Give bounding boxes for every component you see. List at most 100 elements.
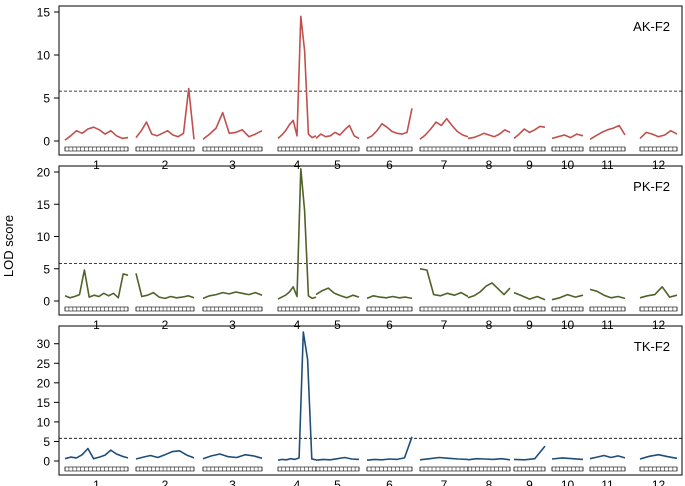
chromosome-label: 6	[386, 478, 393, 486]
y-tick-label: 30	[37, 337, 51, 351]
chromosome-label: 2	[162, 318, 169, 332]
lod-curve-chr-12	[639, 285, 678, 299]
marker-rug	[467, 306, 511, 312]
lod-curve-chr-12	[639, 453, 678, 460]
lod-curve-chr-5	[315, 287, 360, 299]
y-tick-label: 25	[37, 357, 51, 371]
lod-curve-chr-5	[315, 124, 360, 140]
chromosome-label: 7	[441, 158, 448, 172]
marker-rug	[135, 466, 195, 472]
marker-rug	[202, 306, 263, 312]
chromosome-label: 11	[601, 318, 614, 332]
panel-label: AK-F2	[633, 19, 670, 34]
chromosome-label: 5	[334, 478, 341, 486]
marker-rug	[135, 306, 195, 312]
y-tick-label: 20	[37, 166, 51, 180]
chromosome-label: 1	[93, 158, 100, 172]
marker-rug	[315, 146, 360, 152]
y-tick-label: 0	[43, 455, 50, 469]
lod-curve-chr-9	[513, 291, 546, 301]
panel-label: PK-F2	[633, 179, 670, 194]
marker-rug	[366, 306, 413, 312]
marker-rug	[589, 306, 626, 312]
marker-rug	[202, 146, 263, 152]
chromosome-label: 4	[294, 478, 301, 486]
chromosome-label: 1	[93, 318, 100, 332]
lod-curve-chr-2	[135, 273, 195, 300]
panel-frame	[58, 5, 683, 156]
lod-curve-chr-2	[135, 449, 195, 460]
panel-frame	[58, 325, 683, 476]
chromosome-label: 3	[229, 478, 236, 486]
chromosome-label: 10	[561, 158, 575, 172]
lod-curve-chr-10	[551, 133, 584, 140]
y-tick-label: 20	[37, 376, 51, 390]
chromosome-label: 10	[561, 478, 575, 486]
marker-rug	[589, 466, 626, 472]
y-tick-label: 0	[43, 295, 50, 309]
chromosome-label: 6	[386, 318, 393, 332]
chromosome-label: 9	[526, 478, 533, 486]
chromosome-label: 4	[294, 318, 301, 332]
chromosome-label: 3	[229, 318, 236, 332]
lod-curve-chr-1	[64, 269, 129, 299]
y-axis-label: LOD score	[1, 215, 16, 277]
y-tick-label: 5	[43, 262, 50, 276]
lod-curve-chr-9	[513, 125, 546, 140]
lod-curve-chr-1	[64, 126, 129, 141]
chromosome-label: 12	[652, 478, 666, 486]
y-tick-label: 10	[37, 415, 51, 429]
y-tick-label: 10	[37, 49, 51, 63]
chromosome-label: 6	[386, 158, 393, 172]
y-tick-label: 5	[43, 92, 50, 106]
chromosome-label: 8	[486, 158, 493, 172]
chromosome-label: 10	[561, 318, 575, 332]
y-tick-label: 15	[37, 396, 51, 410]
chromosome-label: 8	[486, 478, 493, 486]
lod-curve-chr-10	[551, 293, 584, 301]
marker-rug	[589, 146, 626, 152]
chromosome-label: 4	[294, 158, 301, 172]
lod-curve-chr-6	[366, 294, 413, 300]
panel-label: TK-F2	[634, 339, 670, 354]
lod-curve-chr-4	[277, 15, 317, 139]
marker-rug	[467, 466, 511, 472]
lod-curve-chr-3	[202, 291, 263, 300]
panel-frame	[58, 165, 683, 316]
chromosome-label: 9	[526, 158, 533, 172]
lod-curve-chr-5	[315, 456, 360, 461]
marker-rug	[315, 466, 360, 472]
lod-curve-chr-7	[419, 456, 469, 461]
lod-curve-chr-4	[277, 331, 317, 461]
lod-curve-chr-11	[589, 454, 626, 460]
lod-curve-chr-11	[589, 288, 626, 300]
lod-curve-chr-8	[467, 129, 511, 140]
chromosome-label: 2	[162, 478, 169, 486]
lod-curve-chr-1	[64, 447, 129, 460]
y-tick-label: 0	[43, 135, 50, 149]
chromosome-label: 8	[486, 318, 493, 332]
lod-curve-chr-8	[467, 282, 511, 299]
y-tick-label: 5	[43, 435, 50, 449]
chromosome-label: 5	[334, 158, 341, 172]
chromosome-label: 11	[601, 158, 614, 172]
marker-rug	[639, 306, 678, 312]
chromosome-label: 12	[652, 318, 666, 332]
marker-rug	[202, 466, 263, 472]
marker-rug	[639, 466, 678, 472]
chromosome-label: 7	[441, 478, 448, 486]
lod-curve-chr-3	[202, 453, 263, 460]
lod-curve-chr-2	[135, 87, 195, 140]
marker-rug	[366, 466, 413, 472]
chromosome-label: 5	[334, 318, 341, 332]
marker-rug	[366, 146, 413, 152]
y-tick-label: 15	[37, 198, 51, 212]
chromosome-label: 3	[229, 158, 236, 172]
lod-curve-chr-9	[513, 445, 546, 461]
lod-curve-chr-7	[419, 117, 469, 140]
lod-curve-chr-4	[277, 168, 317, 300]
